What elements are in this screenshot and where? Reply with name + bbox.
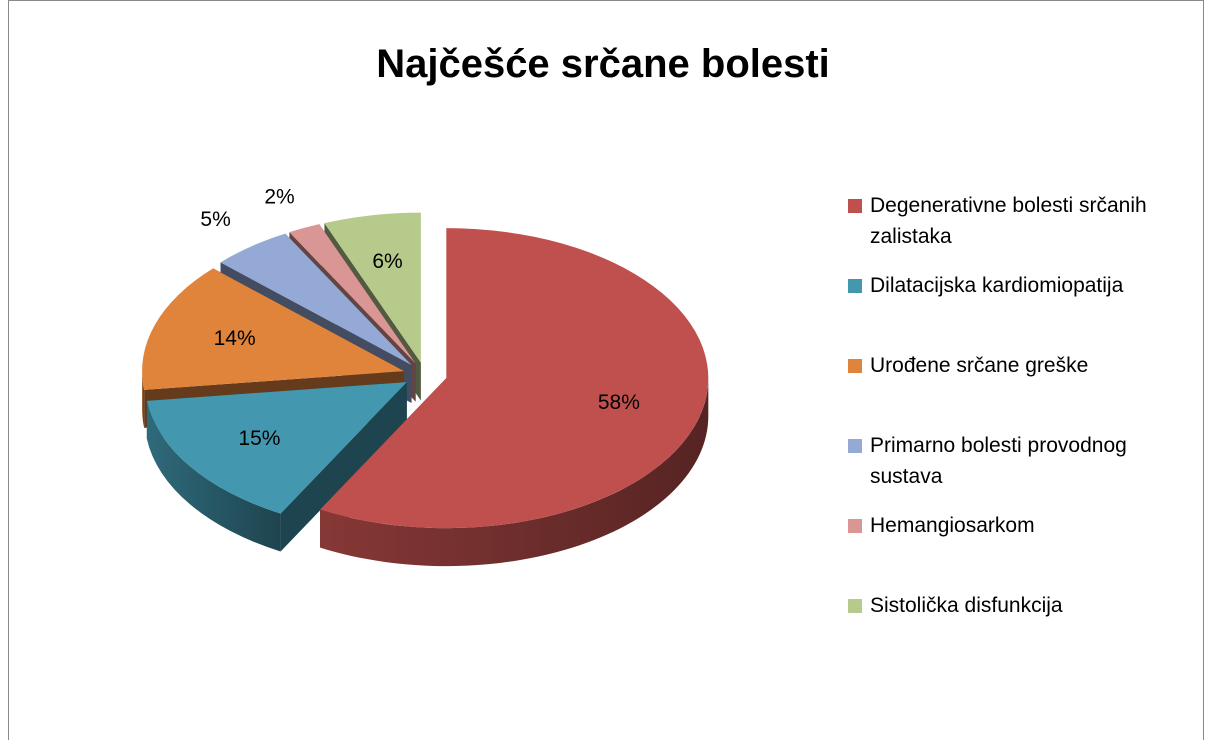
legend-label: Urođene srčane greške [870,354,1089,377]
legend-swatch [848,279,862,293]
chart-title: Najčešće srčane bolesti [376,42,830,86]
legend-entry: Urođene srčane greške [848,350,1198,430]
chart-frame [8,0,1204,740]
slice [320,228,709,529]
data-label: 14% [214,327,256,350]
legend-label: Degenerativne bolesti srčanih zalistaka [870,194,1147,248]
slice-wall [142,371,145,428]
slice-wall [146,400,281,552]
legend-swatch [848,359,862,373]
slice-side [280,382,407,552]
data-label: 2% [264,186,294,209]
legend-swatch [848,439,862,453]
legend-swatch [848,199,862,213]
legend-entry: Sistolička disfunkcija [848,590,1198,670]
legend-label: Primarno bolesti provodnog sustava [870,434,1127,488]
data-label: 15% [238,427,280,450]
data-label: 58% [598,391,640,414]
slice-wall [320,378,709,567]
legend-entry: Dilatacijska kardiomiopatija [848,270,1198,350]
slice [289,224,416,364]
slice [142,268,405,390]
legend-entry: Hemangiosarkom [848,510,1198,590]
legend-label: Hemangiosarkom [870,514,1035,537]
slice [146,382,407,514]
slice [220,233,412,366]
legend-entry: Primarno bolesti provodnog sustava [848,430,1198,510]
legend-label: Dilatacijska kardiomiopatija [870,274,1124,297]
slice-tops [142,212,709,529]
slice [324,212,421,363]
data-label: 6% [372,250,402,273]
legend-swatch [848,599,862,613]
legend: Degenerativne bolesti srčanih zalistaka D… [848,190,1198,670]
data-label: 5% [200,208,230,231]
legend-swatch [848,519,862,533]
legend-label: Sistolička disfunkcija [870,594,1063,617]
legend-entry: Degenerativne bolesti srčanih zalistaka [848,190,1198,270]
